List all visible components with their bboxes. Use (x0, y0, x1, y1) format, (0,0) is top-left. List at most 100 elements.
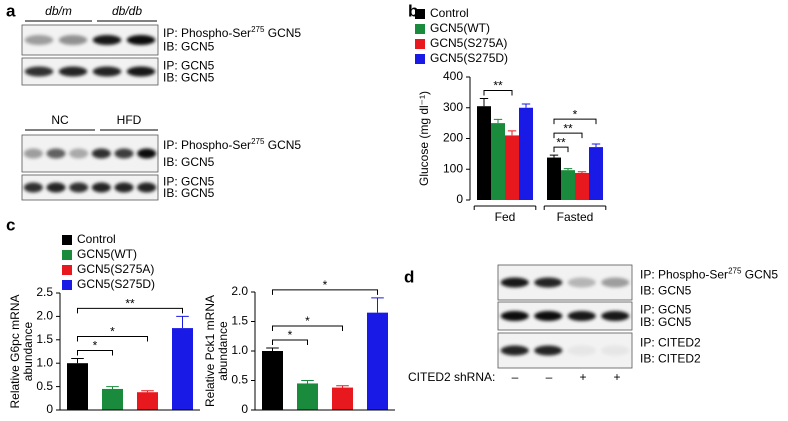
x-tick-label: Fasted (557, 210, 594, 224)
blot-band (567, 345, 596, 356)
bar (102, 388, 123, 410)
y-tick-label: 2.5 (36, 285, 53, 299)
blot-band (534, 345, 563, 356)
blot-band (114, 182, 134, 193)
legend-label: Control (430, 6, 469, 20)
sig-label: * (573, 107, 578, 121)
bar (262, 351, 283, 410)
legend-swatch (415, 39, 425, 49)
label-part: GCN5 (264, 26, 301, 40)
blot-band (534, 311, 563, 321)
sig-bracket (77, 336, 148, 342)
y-tick-label: 1.0 (36, 355, 53, 369)
blot-label: IB: GCN5 (163, 155, 215, 169)
y-axis-label: abundance (216, 321, 230, 381)
blot-band (114, 148, 134, 159)
sig-label: * (288, 328, 293, 342)
panel-label: b (408, 1, 418, 20)
blot-band (91, 148, 111, 159)
legend-label: GCN5(WT) (430, 21, 490, 35)
sig-bracket (272, 325, 343, 332)
sig-bracket (272, 339, 308, 346)
blot-band (23, 182, 43, 193)
y-tick-label: 1.5 (231, 314, 248, 328)
sig-label: * (305, 314, 310, 328)
label-part: IP: Phospho-Ser (163, 138, 251, 152)
blot-band (69, 182, 89, 193)
blot-label: IP: GCN5 (163, 175, 215, 189)
blot-band (69, 148, 89, 159)
legend-label: GCN5(S275D) (430, 51, 508, 65)
y-axis-label: Relative Pck1 mRNA (203, 295, 217, 407)
error-bar (336, 385, 349, 388)
bar (519, 107, 533, 200)
blot-band (24, 35, 54, 45)
y-tick-label: 0.5 (36, 379, 53, 393)
sig-bracket (553, 118, 597, 125)
blot-band (46, 148, 66, 159)
bar (561, 170, 575, 200)
y-tick-label: 2.0 (36, 309, 53, 323)
error-bar (591, 143, 601, 148)
blot-label: IB: GCN5 (640, 315, 692, 329)
group-label: db/db (112, 4, 142, 18)
bar (67, 363, 88, 410)
blot-label: IB: GCN5 (640, 283, 692, 297)
sig-label: ** (563, 121, 573, 135)
label-part: 275 (728, 266, 742, 275)
panel-label: d (404, 267, 414, 286)
sig-bracket (77, 350, 113, 356)
blot-band (601, 345, 630, 356)
error-bar (71, 358, 84, 364)
y-tick-label: 1.0 (231, 343, 248, 357)
blot-band (126, 66, 156, 77)
shrna-sign: + (613, 370, 620, 384)
bar (172, 328, 193, 410)
label-part: GCN5 (264, 138, 301, 152)
legend-swatch (415, 54, 425, 64)
error-bar (577, 171, 587, 173)
bar (575, 172, 589, 200)
blot-band (601, 277, 630, 288)
blot-band (23, 148, 43, 159)
error-bar (266, 347, 279, 351)
blot-band (601, 311, 630, 321)
bar (332, 387, 353, 410)
blot-band (24, 66, 54, 77)
blot-band (92, 66, 122, 77)
sig-label: * (110, 325, 115, 339)
blot-label: IP: Phospho-Ser275 GCN5 (163, 137, 301, 153)
shrna-sign: – (546, 370, 553, 384)
legend-label: GCN5(S275A) (430, 36, 507, 50)
legend-label: Control (77, 232, 116, 246)
y-tick-label: 2.0 (231, 284, 248, 298)
panel-label: a (6, 1, 16, 20)
label-part: GCN5 (741, 268, 778, 282)
legend-swatch (62, 250, 72, 260)
blot-label: IB: GCN5 (163, 40, 215, 54)
blot-label: IP: GCN5 (163, 58, 215, 72)
legend-label: GCN5(S275D) (77, 277, 155, 291)
blot-band (500, 345, 529, 356)
y-tick-label: 1.5 (36, 332, 53, 346)
blot (21, 174, 159, 201)
x-tick-label: Fed (495, 210, 516, 224)
y-tick-label: 200 (443, 131, 463, 145)
blot-band (500, 277, 529, 288)
sig-bracket (483, 90, 513, 96)
bar (491, 123, 505, 200)
error-bar (549, 154, 559, 158)
label-part: IP: Phospho-Ser (163, 26, 251, 40)
label-part: 275 (251, 137, 265, 146)
blot-label: IP: CITED2 (640, 336, 701, 350)
y-tick-label: 0 (456, 192, 463, 206)
blot-label: IB: GCN5 (163, 186, 215, 200)
blot-band (58, 66, 88, 77)
y-axis-label: abundance (21, 321, 35, 381)
sig-bracket (77, 307, 183, 314)
group-label: HFD (117, 113, 142, 127)
sig-label: * (323, 278, 328, 292)
blot-band (137, 148, 157, 159)
bar (137, 392, 158, 410)
error-bar (479, 98, 489, 107)
